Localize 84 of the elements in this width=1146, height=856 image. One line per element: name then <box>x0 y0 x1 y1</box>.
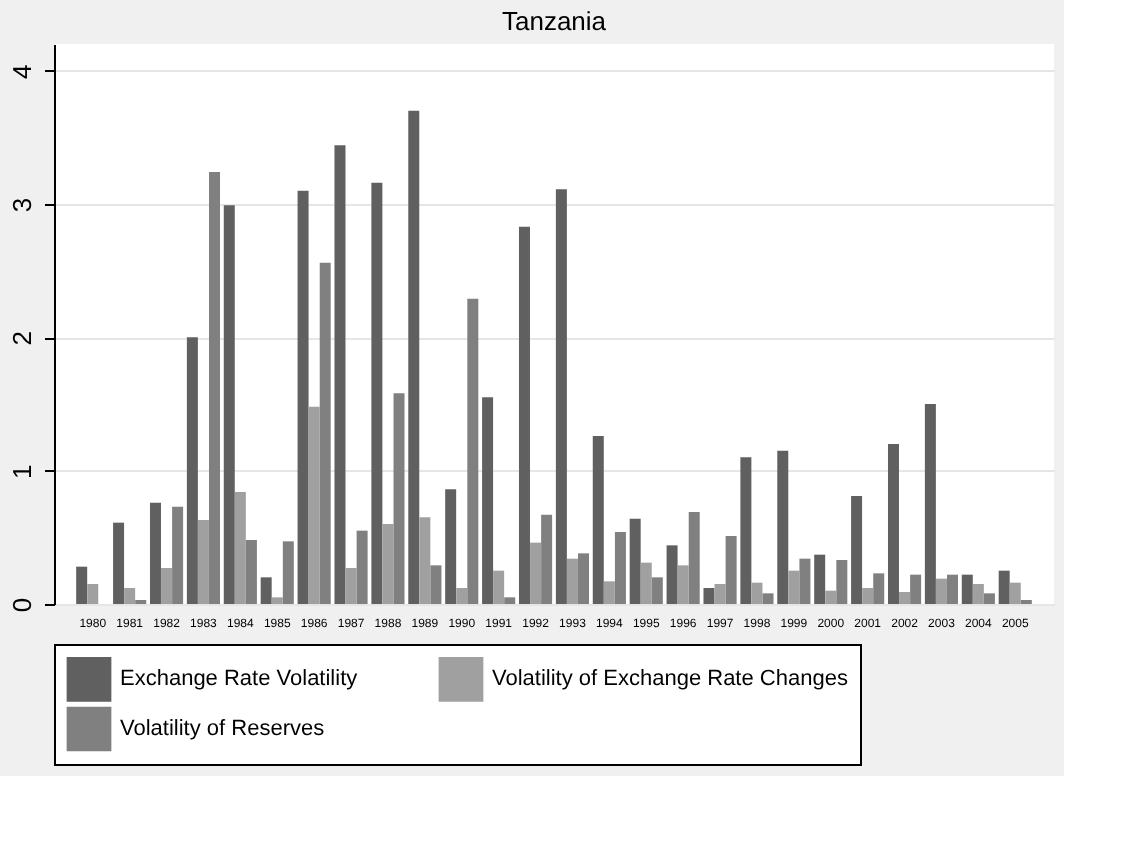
bar <box>356 530 368 604</box>
bar <box>851 496 863 604</box>
bar <box>825 590 837 604</box>
legend-label: Exchange Rate Volatility <box>120 667 359 692</box>
bar <box>777 450 789 604</box>
bar <box>371 182 383 604</box>
bar <box>541 514 553 604</box>
bar <box>961 574 973 604</box>
bar <box>566 558 578 604</box>
bar <box>651 577 663 604</box>
bar <box>751 582 763 604</box>
bar <box>87 584 99 604</box>
bar <box>408 110 420 604</box>
bar <box>456 588 468 604</box>
bar <box>282 541 294 604</box>
bar <box>578 553 590 604</box>
bar <box>245 540 257 604</box>
bar <box>493 570 505 604</box>
bar <box>334 145 346 604</box>
bar <box>714 584 726 604</box>
bar <box>419 517 431 604</box>
bar <box>666 545 678 604</box>
bar <box>308 406 320 604</box>
y-tick-label: 1 <box>7 464 37 479</box>
bar <box>76 566 88 604</box>
legend-label: Volatility of Exchange Rate Changes <box>492 667 849 692</box>
bar <box>223 205 235 604</box>
bar <box>149 502 161 604</box>
bar <box>1009 582 1021 604</box>
bar <box>910 574 922 604</box>
bar <box>260 577 272 604</box>
bar <box>703 588 715 604</box>
bar <box>345 568 357 604</box>
bar <box>209 172 221 604</box>
legend-label: Volatility of Reserves <box>120 717 326 741</box>
bar <box>924 404 936 604</box>
bar <box>725 536 737 604</box>
bar <box>172 506 184 604</box>
bar <box>640 562 652 604</box>
bar <box>799 558 811 604</box>
chart-title: Tanzania <box>501 6 608 36</box>
bar <box>271 597 283 604</box>
bar <box>677 565 689 604</box>
bar <box>530 542 542 604</box>
bar <box>935 578 947 604</box>
bar <box>467 298 479 604</box>
bar <box>972 584 984 604</box>
bar <box>161 568 173 604</box>
bar <box>998 570 1010 604</box>
bar <box>836 560 848 604</box>
bar <box>887 444 899 604</box>
bar <box>504 597 516 604</box>
bar <box>518 226 530 604</box>
bar <box>592 436 604 604</box>
bar <box>297 190 309 604</box>
bar <box>445 489 457 604</box>
bar <box>629 518 641 604</box>
bar <box>555 189 567 604</box>
y-tick-label: 3 <box>7 197 37 213</box>
bar <box>482 397 494 604</box>
bar <box>393 393 405 604</box>
bar <box>614 532 626 604</box>
bar <box>873 573 885 604</box>
bar <box>740 457 752 604</box>
bar <box>899 592 911 604</box>
bar <box>688 512 700 604</box>
y-tick-label: 4 <box>7 64 37 79</box>
bar <box>788 570 800 604</box>
bar <box>197 520 209 604</box>
bar <box>603 581 615 604</box>
bar <box>762 593 774 604</box>
bar <box>124 588 136 604</box>
bar <box>983 593 995 604</box>
bar <box>234 492 246 604</box>
y-tick-label: 0 <box>7 597 37 613</box>
y-tick-label: 2 <box>7 331 37 346</box>
bar <box>186 337 198 604</box>
bar <box>814 554 826 604</box>
bar <box>430 565 442 604</box>
bar <box>113 522 125 604</box>
bar <box>862 588 874 604</box>
bar <box>382 524 394 604</box>
bar <box>319 262 331 604</box>
bar <box>947 574 959 604</box>
